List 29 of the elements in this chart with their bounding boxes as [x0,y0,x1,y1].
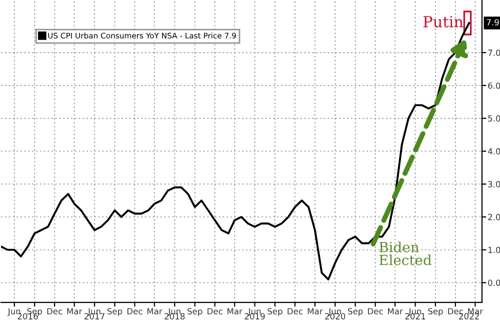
x-tick-label: Dec [127,308,142,314]
y-tick-label: 5.0 [488,115,500,122]
y-tick-label: 1.0 [488,246,500,254]
x-tick-label: Dec [288,308,302,314]
y-tick-label: 4.0 [488,148,500,154]
x-tick-label: Sep [107,308,122,316]
y-tick-label: 0.0 [488,280,500,286]
x-tick-label: Sep [348,308,363,316]
y-tick-label: 2.0 [488,214,500,220]
x-tick-label: Dec [208,308,222,314]
x-tick-label: Mar [67,308,82,314]
y-tick-label: 7.0 [488,50,500,56]
x-tick-label: Mar [468,308,484,314]
x-tick-label: Sep [428,308,443,316]
annotation: 7.9 [486,19,499,26]
x-tick-label: Mar [147,308,162,314]
x-tick-label: Mar [228,308,242,314]
annotation: Biden Elected [379,242,432,266]
x-tick-label: Mar [308,308,323,314]
y-tick-label: 6.0 [488,82,500,89]
x-tick-label: Sep [268,308,282,316]
x-tick-label: Dec [47,308,62,314]
annotation: Putin [423,16,464,28]
x-tick-label: Dec [368,308,383,314]
x-tick-label: Dec [448,308,463,314]
y-tick-label: 3.0 [488,181,500,188]
x2-tick-label: 2022 [459,313,479,320]
x-tick-label: Sep [188,308,202,316]
x-tick-label: Mar [388,308,403,314]
